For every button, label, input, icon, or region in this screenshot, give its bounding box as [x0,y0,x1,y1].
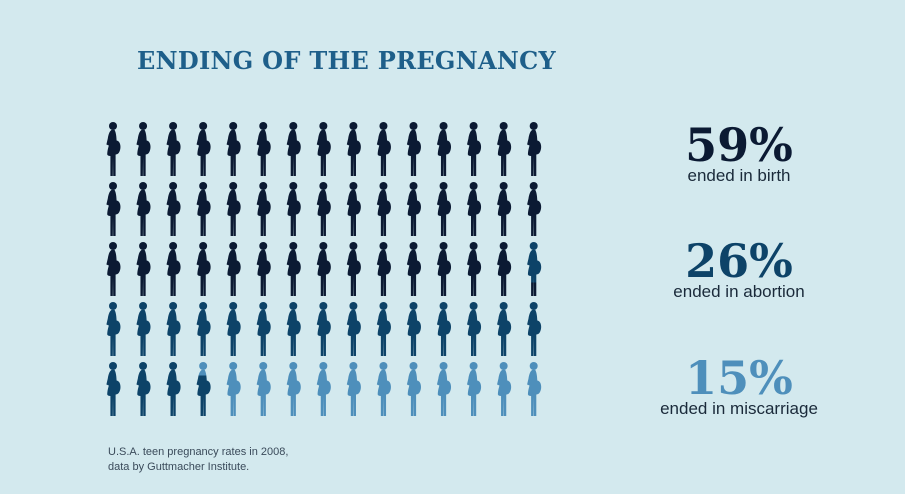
pregnant-woman-icon [196,362,211,416]
pregnant-woman-icon [196,122,211,176]
pregnant-woman-icon [527,242,542,296]
pregnant-woman-icon [256,122,271,176]
pregnant-woman-icon [106,242,121,296]
pregnant-woman-icon [226,302,241,356]
pregnant-woman-icon [136,182,151,236]
pregnant-woman-icon [106,362,121,416]
pregnant-woman-icon [226,122,241,176]
pregnant-woman-icon [467,362,482,416]
pregnant-woman-icon [467,122,482,176]
source-footnote: U.S.A. teen pregnancy rates in 2008, dat… [108,445,288,475]
pregnant-woman-icon [316,242,331,296]
pregnant-woman-icon [166,182,181,236]
pregnant-woman-icon [286,182,301,236]
pregnant-woman-icon [467,242,482,296]
stat-miscarriage-label: ended in miscarriage [660,399,818,418]
pregnant-woman-icon [226,242,241,296]
pregnant-woman-icon [346,242,361,296]
stat-birth-label: ended in birth [687,166,791,185]
pregnant-woman-icon [436,122,452,176]
pregnant-woman-icon [467,182,482,236]
pregnant-woman-icon [406,362,421,416]
pregnant-woman-icon [346,362,361,416]
pregnant-woman-icon [196,182,211,236]
pregnant-woman-icon [256,242,271,296]
pregnant-woman-icon [436,302,452,356]
pregnant-woman-icon [256,362,271,416]
pregnant-woman-icon [406,302,421,356]
pregnant-woman-icon [286,242,301,296]
pregnant-woman-icon [497,242,512,296]
pregnant-woman-icon [136,122,151,176]
pregnant-woman-icon [436,182,452,236]
pregnant-woman-icon [316,122,331,176]
pregnant-woman-icon [106,302,121,356]
pregnant-woman-icon [256,182,271,236]
stat-abortion-label: ended in abortion [673,282,805,301]
pregnant-woman-icon [316,302,331,356]
pregnant-woman-icon [406,242,421,296]
pregnant-woman-icon [106,182,121,236]
pictograph-grid [106,122,542,416]
pregnant-woman-icon [136,302,151,356]
stat-birth-percent: 59% [685,118,793,172]
pregnant-woman-icon [376,242,391,296]
pregnant-woman-icon [406,122,421,176]
chart-title: ENDING OF THE PREGNANCY [137,46,556,75]
pregnant-woman-icon [166,302,181,356]
stat-miscarriage-percent: 15% [685,351,793,405]
pregnant-woman-icon [166,362,181,416]
pregnant-woman-icon [497,182,512,236]
footnote-line-2: data by Guttmacher Institute. [108,461,250,473]
pregnant-woman-icon [376,122,391,176]
pregnant-woman-icon [316,182,331,236]
pregnant-woman-icon [106,122,121,176]
pregnant-woman-icon [196,242,211,296]
pregnant-woman-icon [166,122,181,176]
pregnant-woman-icon [376,182,391,236]
pregnant-woman-icon [497,362,512,416]
pregnant-woman-icon [527,182,542,236]
stat-abortion-percent: 26% [685,234,793,288]
pregnant-woman-icon [436,242,452,296]
pregnant-woman-icon [406,182,421,236]
pregnant-woman-icon [527,122,542,176]
pregnant-woman-icon [226,362,241,416]
pregnant-woman-icon [436,362,452,416]
footnote-line-1: U.S.A. teen pregnancy rates in 2008, [108,446,289,458]
pregnant-woman-icon [166,242,181,296]
pregnant-woman-icon [346,122,361,176]
stat-birth: 59% ended in birth [609,120,869,186]
pregnant-woman-icon [136,242,151,296]
pregnant-woman-icon [376,302,391,356]
pregnant-woman-icon [256,302,271,356]
pregnant-woman-icon [527,362,542,416]
pregnant-woman-icon [497,122,512,176]
pregnant-woman-icon [316,362,331,416]
pregnant-woman-icon [497,302,512,356]
pregnant-woman-icon [286,122,301,176]
pregnant-woman-icon [467,302,482,356]
pregnant-woman-icon [226,182,241,236]
pregnant-woman-icon [527,302,542,356]
stat-miscarriage: 15% ended in miscarriage [609,353,869,419]
stat-abortion: 26% ended in abortion [609,236,869,302]
pregnant-woman-icon [136,362,151,416]
pregnant-woman-icon [286,302,301,356]
pregnant-woman-icon [286,362,301,416]
pregnant-woman-icon [346,302,361,356]
pregnant-woman-icon [196,302,211,356]
pregnant-woman-icon [376,362,391,416]
pregnant-woman-icon [346,182,361,236]
